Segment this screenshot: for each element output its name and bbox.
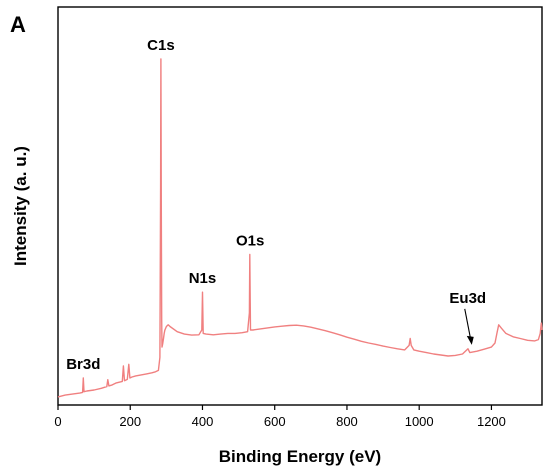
- peak-label-br3d: Br3d: [66, 356, 100, 373]
- peak-label-c1s: C1s: [147, 37, 175, 54]
- peak-label-eu3d: Eu3d: [449, 290, 486, 307]
- plot-frame: [57, 6, 543, 406]
- x-axis-ticks: 0 200 400 600 800 1000 1200: [54, 405, 506, 429]
- x-tick-label: 1200: [477, 414, 506, 429]
- x-tick-label: 1000: [405, 414, 434, 429]
- y-axis-title: Intensity (a. u.): [11, 146, 30, 266]
- eu3d-arrow: [464, 308, 472, 340]
- peak-label-n1s: N1s: [189, 270, 217, 287]
- x-axis-title: Binding Energy (eV): [219, 447, 381, 466]
- x-tick-label: 0: [54, 414, 61, 429]
- eu3d-arrowhead: [466, 335, 474, 345]
- xps-spectrum-line: [57, 58, 543, 398]
- x-tick-label: 400: [192, 414, 214, 429]
- peak-label-o1s: O1s: [236, 233, 264, 250]
- peak-labels: C1s N1s O1s Br3d Eu3d: [66, 37, 486, 373]
- panel-label: A: [10, 12, 26, 37]
- x-tick-label: 200: [119, 414, 141, 429]
- x-tick-label: 600: [264, 414, 286, 429]
- x-tick-label: 800: [336, 414, 358, 429]
